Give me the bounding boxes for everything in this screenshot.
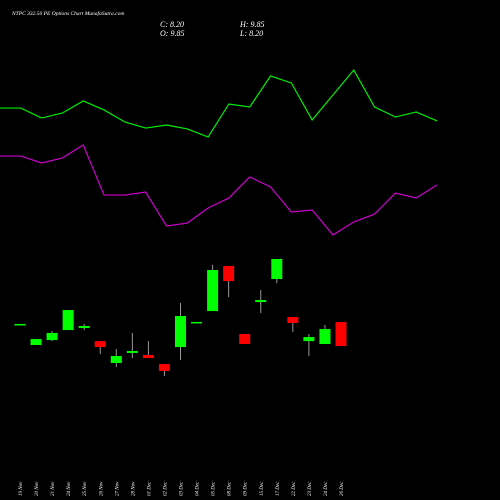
- candle-body: [303, 337, 315, 342]
- x-tick-label: 21 Nov: [51, 481, 56, 496]
- x-tick-label: 28 Nov: [131, 481, 136, 496]
- x-tick-label: 26 Nov: [99, 481, 104, 496]
- candle-body: [110, 356, 122, 363]
- candle-body: [223, 265, 235, 282]
- x-tick-label: 02 Dec: [163, 481, 168, 496]
- candle-body: [335, 322, 347, 347]
- x-tick-label: 04 Dec: [196, 481, 201, 496]
- x-tick-label: 27 Nov: [115, 481, 120, 496]
- candle-body: [207, 270, 219, 312]
- candle-body: [94, 341, 106, 348]
- indicator-line: [0, 68, 438, 138]
- indicator-line: [0, 144, 438, 236]
- candle-body: [30, 339, 42, 345]
- x-tick-label: 19 Nov: [19, 481, 24, 496]
- candle-body: [62, 310, 74, 331]
- candle-body: [126, 350, 138, 353]
- candle-body: [78, 326, 90, 329]
- x-tick-label: 17 Dec: [276, 481, 281, 496]
- x-tick-label: 01 Dec: [147, 481, 152, 496]
- candle-body: [142, 355, 154, 359]
- x-tick-label: 24 Dec: [324, 481, 329, 496]
- candle-body: [158, 363, 170, 371]
- candle-body: [287, 317, 299, 323]
- x-tick-label: 03 Dec: [180, 481, 185, 496]
- open-label: O: 9.85: [160, 29, 184, 38]
- x-tick-label: 26 Dec: [340, 481, 345, 496]
- x-tick-label: 20 Nov: [35, 481, 40, 496]
- candle-body: [175, 315, 186, 348]
- x-tick-label: 23 Dec: [308, 481, 313, 496]
- high-label: H: 9.85: [239, 20, 264, 29]
- candle-body: [191, 321, 203, 324]
- x-tick-label: 05 Dec: [212, 481, 217, 496]
- low-label: L: 8.20: [239, 29, 263, 38]
- candle-body: [271, 259, 283, 280]
- candle-body: [255, 300, 267, 303]
- close-label: C: 8.20: [160, 20, 184, 29]
- x-tick-label: 22 Dec: [292, 481, 297, 496]
- x-tick-label: 25 Nov: [83, 481, 88, 496]
- candle-body: [14, 323, 26, 326]
- candle-body: [46, 332, 58, 341]
- candle-body: [319, 329, 331, 344]
- x-tick-label: 09 Dec: [244, 481, 249, 496]
- x-tick-label: 15 Dec: [260, 481, 265, 496]
- x-tick-label: 24 Nov: [67, 481, 72, 496]
- chart-title: NTPC 332.50 PE Options Chart MunafaSutra…: [11, 10, 124, 17]
- candle-body: [239, 333, 251, 344]
- x-tick-label: 08 Dec: [228, 481, 233, 496]
